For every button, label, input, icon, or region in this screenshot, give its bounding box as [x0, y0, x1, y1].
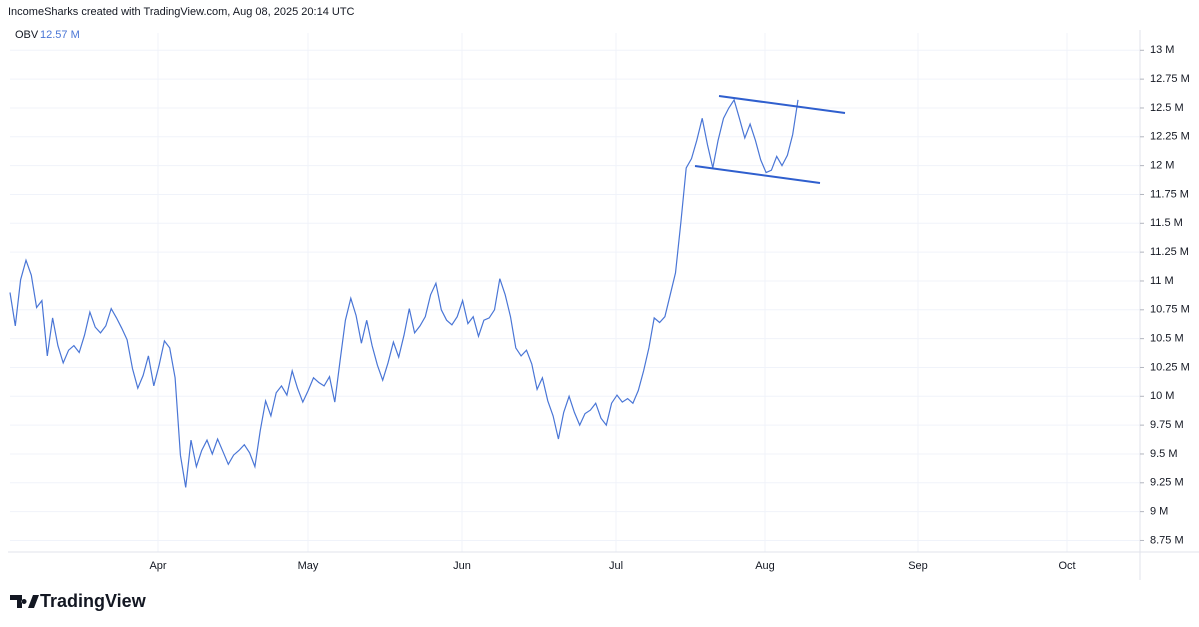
- y-tick-label: 11 M: [1150, 275, 1174, 287]
- y-tick-label: 9.75 M: [1150, 419, 1184, 431]
- y-tick-label: 12 M: [1150, 160, 1174, 172]
- trend-line: [694, 165, 821, 184]
- y-tick-label: 11.75 M: [1150, 188, 1189, 200]
- y-tick-label: 10 M: [1150, 390, 1174, 402]
- x-tick-label: Aug: [755, 560, 775, 572]
- y-tick-label: 10.75 M: [1150, 304, 1190, 316]
- y-tick-label: 12.5 M: [1150, 102, 1184, 114]
- header: IncomeSharks created with TradingView.co…: [8, 6, 355, 18]
- y-tick-label: 11.25 M: [1150, 246, 1189, 258]
- y-tick-label: 10.25 M: [1150, 361, 1190, 373]
- x-tick-label: Jun: [453, 560, 471, 572]
- y-tick-label: 9.25 M: [1150, 477, 1184, 489]
- y-tick-label: 9.5 M: [1150, 448, 1178, 460]
- y-tick-label: 12.75 M: [1150, 73, 1190, 85]
- x-tick-label: Jul: [609, 560, 623, 572]
- x-tick-label: Oct: [1058, 560, 1075, 572]
- legend-value: 12.57 M: [40, 29, 80, 41]
- grid: [10, 33, 1140, 552]
- y-tick-label: 13 M: [1150, 44, 1174, 56]
- y-tick-label: 10.5 M: [1150, 333, 1184, 345]
- obv-line: [9, 98, 799, 488]
- x-tick-label: Sep: [908, 560, 928, 572]
- logo: TradingView: [10, 591, 147, 611]
- plot: [9, 98, 799, 488]
- x-tick-label: May: [298, 560, 319, 572]
- y-tick-label: 12.25 M: [1150, 131, 1190, 143]
- legend-name: OBV: [15, 29, 39, 41]
- y-tick-label: 8.75 M: [1150, 534, 1184, 546]
- y-tick-label: 11.5 M: [1150, 217, 1183, 229]
- x-tick-label: Apr: [149, 560, 166, 572]
- trend-line: [718, 95, 846, 114]
- y-tick-label: 9 M: [1150, 506, 1168, 518]
- brand: TradingView: [40, 591, 147, 611]
